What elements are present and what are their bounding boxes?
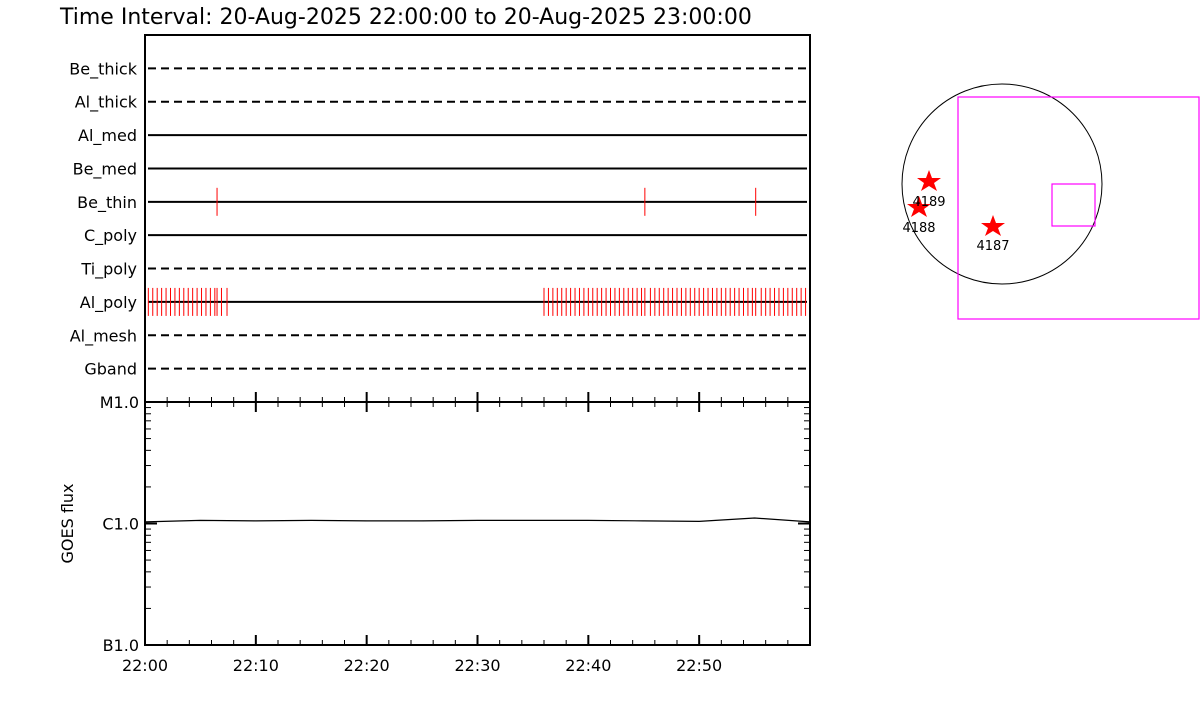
filter-label: Be_thick [69,59,137,79]
x-tick-label: 22:10 [233,656,279,675]
filter-label: Al_poly [80,293,137,313]
goes-flux-line [144,517,811,523]
y-tick-label: B1.0 [103,636,139,655]
title: Time Interval: 20-Aug-2025 22:00:00 to 2… [59,5,752,30]
x-tick-label: 22:20 [344,656,390,675]
filter-label: Al_mesh [70,326,137,346]
fov-box-small [1051,183,1096,227]
region-star [981,215,1005,236]
region-star [907,196,931,217]
y-tick-label: C1.0 [102,515,139,534]
region-label: 4187 [976,239,1009,254]
region-label: 4189 [912,195,945,210]
x-tick-label: 22:00 [122,656,168,675]
region-star [917,170,941,191]
filter-label: Al_thick [75,93,138,113]
filter-label: Ti_poly [80,260,137,280]
disk-limb [901,83,1103,285]
x-tick-label: 22:30 [454,656,500,675]
filter-label: Gband [84,360,137,379]
panel-frame [144,401,811,646]
y-axis-label: GOES flux [58,483,77,563]
filter-label: C_poly [84,226,137,246]
filter-label: Be_thin [77,193,137,213]
filter-label: Al_med [78,126,137,146]
filter-label: Be_med [73,159,137,179]
x-tick-label: 22:40 [565,656,611,675]
x-tick-label: 22:50 [676,656,722,675]
solar-disk: 4189 4188 4187 [901,83,1200,320]
y-tick-label: M1.0 [100,393,139,412]
panel-frame [144,34,811,403]
region-label: 4188 [902,221,935,236]
fov-box [957,96,1200,320]
